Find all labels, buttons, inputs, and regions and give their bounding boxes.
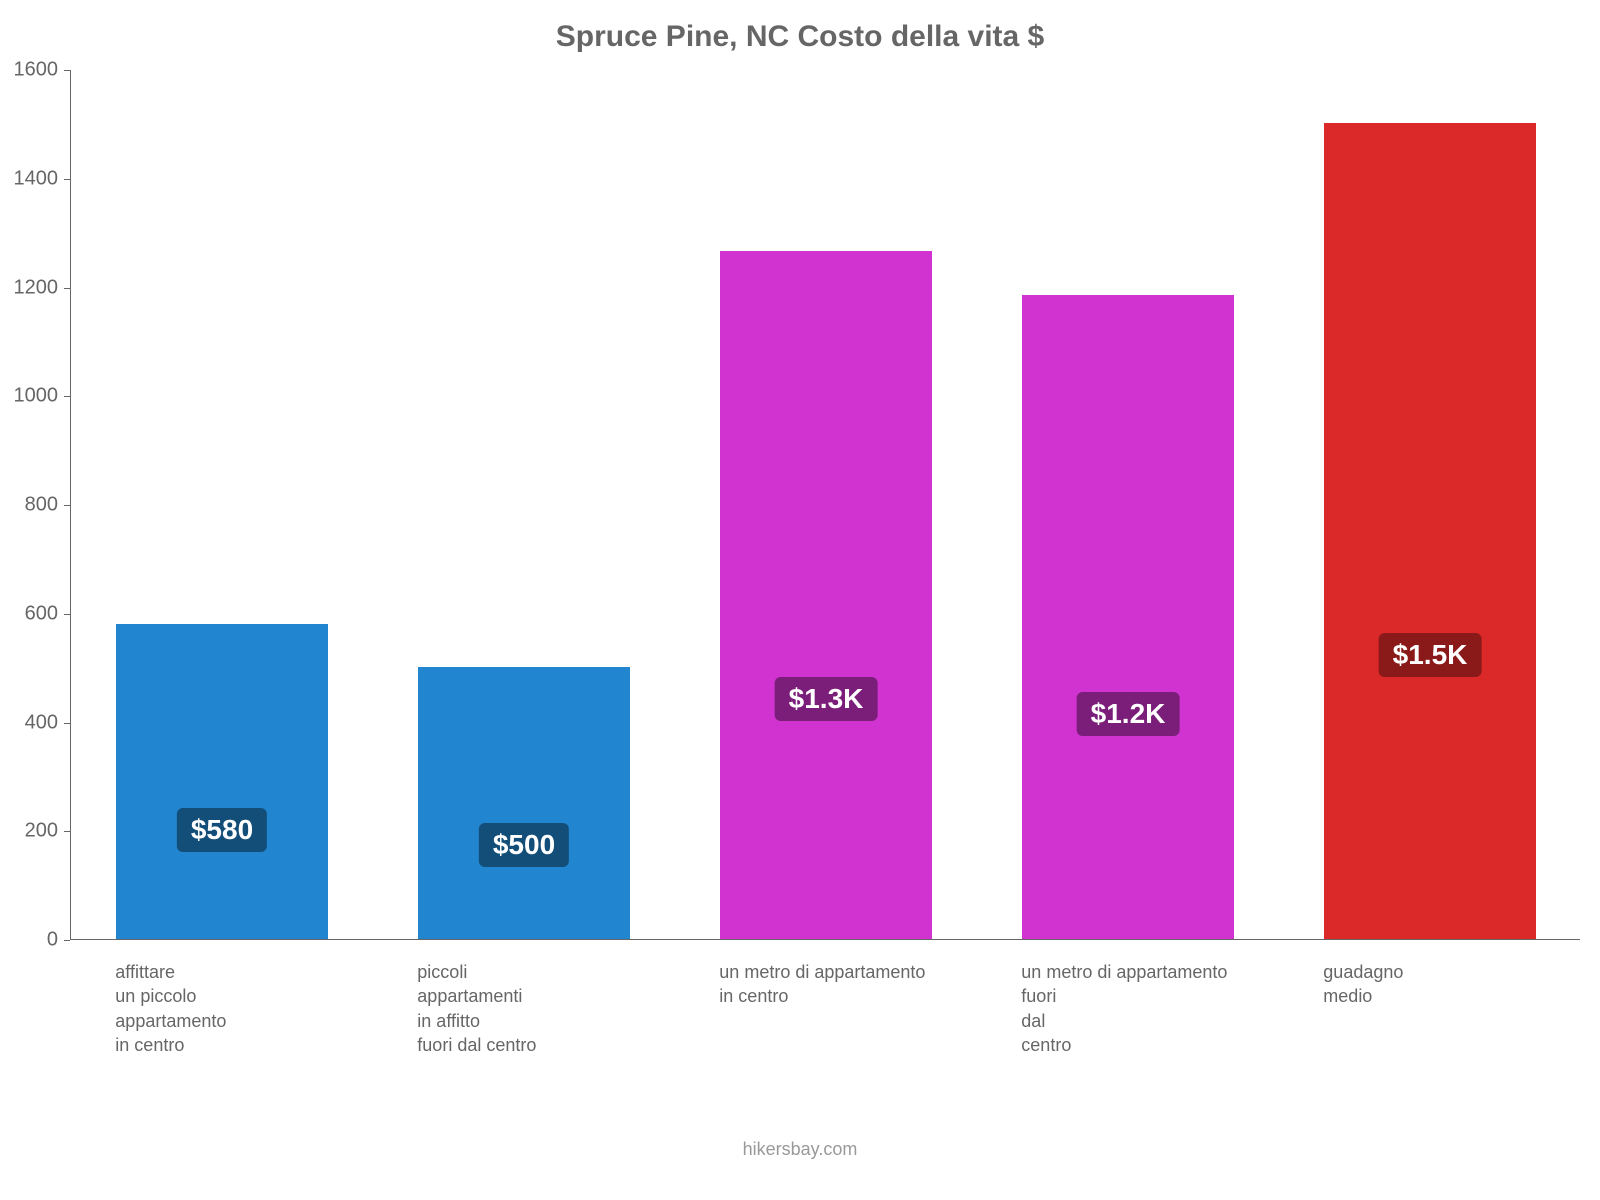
bar [418, 667, 629, 939]
bar [116, 624, 327, 939]
bar-value-label: $580 [177, 808, 267, 852]
y-tick-label: 1400 [0, 167, 58, 190]
chart-container: Spruce Pine, NC Costo della vita $ $580$… [0, 0, 1600, 1200]
y-tick-label: 1600 [0, 59, 58, 82]
bar [1022, 295, 1233, 939]
bar-value-label: $1.3K [775, 677, 878, 721]
y-tick-label: 0 [0, 929, 58, 952]
y-tick-mark [64, 831, 70, 832]
y-tick-mark [64, 505, 70, 506]
y-tick-label: 1000 [0, 385, 58, 408]
x-category-label: un metro di appartamento in centro [719, 960, 1021, 1009]
y-tick-mark [64, 179, 70, 180]
x-category-label: affittare un piccolo appartamento in cen… [115, 960, 417, 1057]
x-category-label: guadagno medio [1323, 960, 1600, 1009]
chart-footer: hikersbay.com [0, 1139, 1600, 1160]
bar [720, 251, 931, 939]
y-tick-mark [64, 70, 70, 71]
y-tick-mark [64, 940, 70, 941]
x-category-label: un metro di appartamento fuori dal centr… [1021, 960, 1323, 1057]
bar-value-label: $1.2K [1077, 692, 1180, 736]
y-tick-mark [64, 396, 70, 397]
bar-value-label: $500 [479, 823, 569, 867]
x-category-label: piccoli appartamenti in affitto fuori da… [417, 960, 719, 1057]
bar [1324, 123, 1535, 939]
plot-area: $580 $500 $1.3K $1.2K $1.5K [70, 70, 1580, 940]
y-tick-label: 1200 [0, 276, 58, 299]
x-axis-labels: affittare un piccolo appartamento in cen… [70, 960, 1580, 1160]
chart-title: Spruce Pine, NC Costo della vita $ [0, 20, 1600, 54]
y-tick-label: 800 [0, 494, 58, 517]
y-tick-label: 400 [0, 711, 58, 734]
y-tick-mark [64, 723, 70, 724]
y-tick-label: 200 [0, 820, 58, 843]
y-tick-mark [64, 614, 70, 615]
y-tick-mark [64, 288, 70, 289]
bar-value-label: $1.5K [1379, 633, 1482, 677]
y-tick-label: 600 [0, 602, 58, 625]
